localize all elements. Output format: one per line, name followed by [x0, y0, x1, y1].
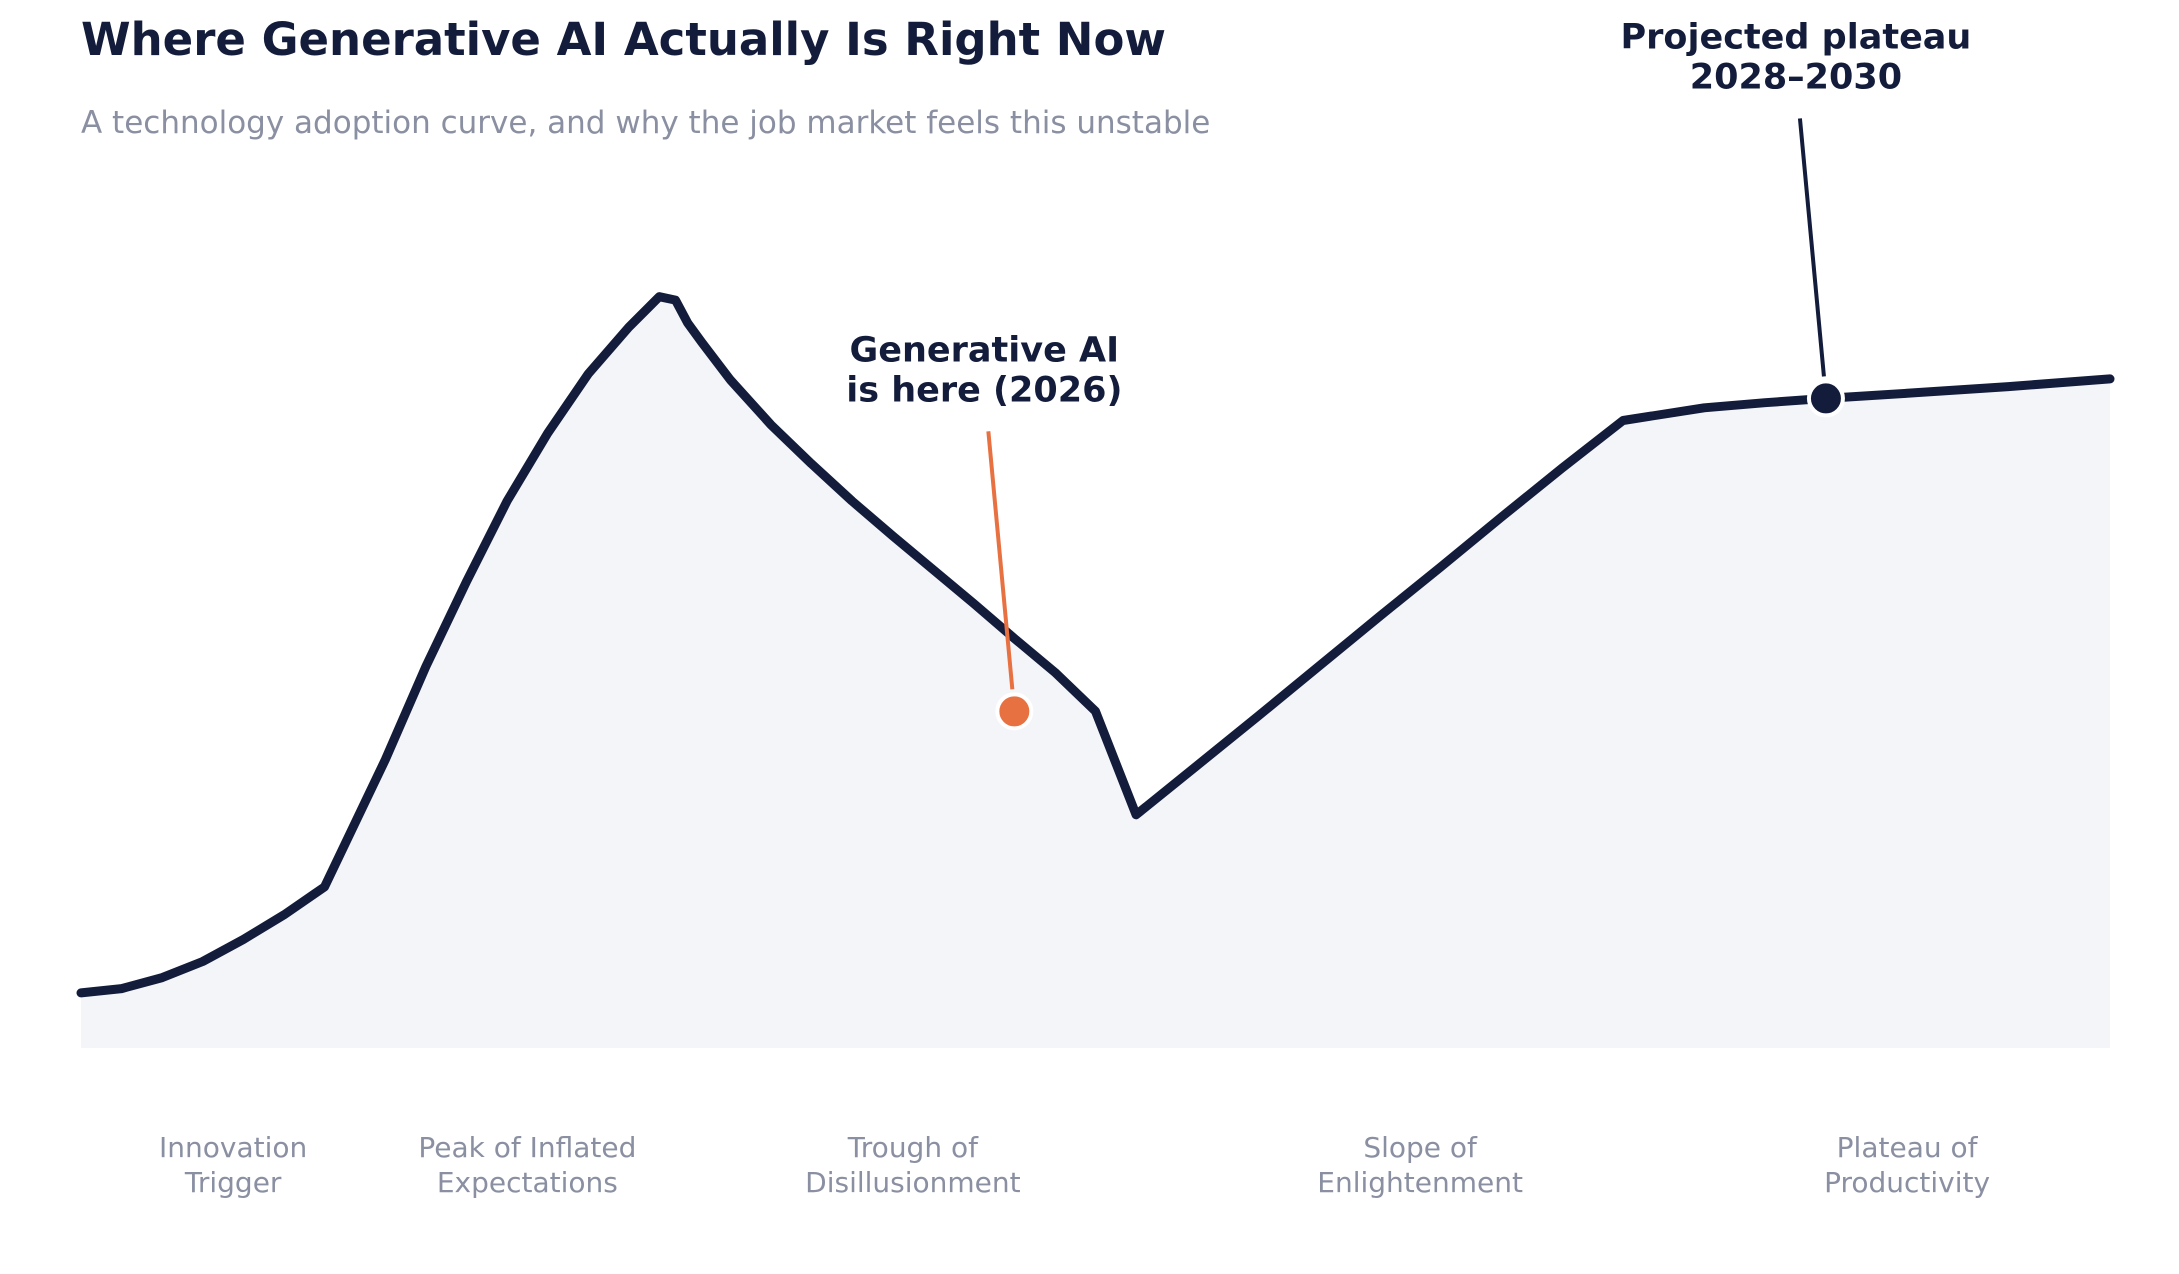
annotation-label-line: Projected plateau: [1621, 17, 1972, 57]
phase-label-2: Trough of Disillusionment: [805, 1131, 1021, 1199]
annotation-label-line: 2028–2030: [1690, 57, 1902, 97]
phase-label-line: Expectations: [437, 1166, 618, 1199]
annotation-label-1: Projected plateau 2028–2030: [1621, 17, 1972, 97]
phase-label-3: Slope of Enlightenment: [1317, 1131, 1523, 1199]
plot-area: [76, 292, 2115, 1048]
phase-label-4: Plateau of Productivity: [1824, 1131, 1990, 1199]
phase-label-1: Peak of Inflated Expectations: [418, 1131, 636, 1199]
phase-label-line: Trough of: [847, 1131, 979, 1164]
curve-area-fill: [81, 296, 2110, 1048]
chart-title: Where Generative AI Actually Is Right No…: [81, 13, 1166, 66]
phase-label-line: Peak of Inflated: [418, 1131, 636, 1164]
hype-curve-line: [76, 292, 2115, 998]
phase-labels: Innovation Trigger Peak of Inflated Expecta…: [159, 1131, 1990, 1199]
annotation-label-line: is here (2026): [846, 370, 1122, 410]
phase-label-line: Slope of: [1363, 1131, 1478, 1164]
annotation-leader-0: [986, 431, 1015, 690]
annotation-leader-1: [1797, 118, 1826, 377]
annotation-label-0: Generative AI is here (2026): [846, 330, 1122, 410]
phase-label-line: Trigger: [184, 1166, 282, 1199]
annotations: Generative AI is here (2026) Projected pla…: [846, 17, 1972, 731]
annotation-marker-1: [1806, 379, 1845, 418]
phase-label-line: Plateau of: [1837, 1131, 1979, 1164]
phase-label-line: Productivity: [1824, 1166, 1990, 1199]
phase-label-0: Innovation Trigger: [159, 1131, 307, 1199]
chart-subtitle: A technology adoption curve, and why the…: [81, 105, 1210, 141]
phase-label-line: Innovation: [159, 1131, 307, 1164]
phase-label-line: Enlightenment: [1317, 1166, 1523, 1199]
annotation-marker-0: [995, 692, 1034, 731]
annotation-label-line: Generative AI: [850, 330, 1120, 370]
phase-label-line: Disillusionment: [805, 1166, 1021, 1199]
